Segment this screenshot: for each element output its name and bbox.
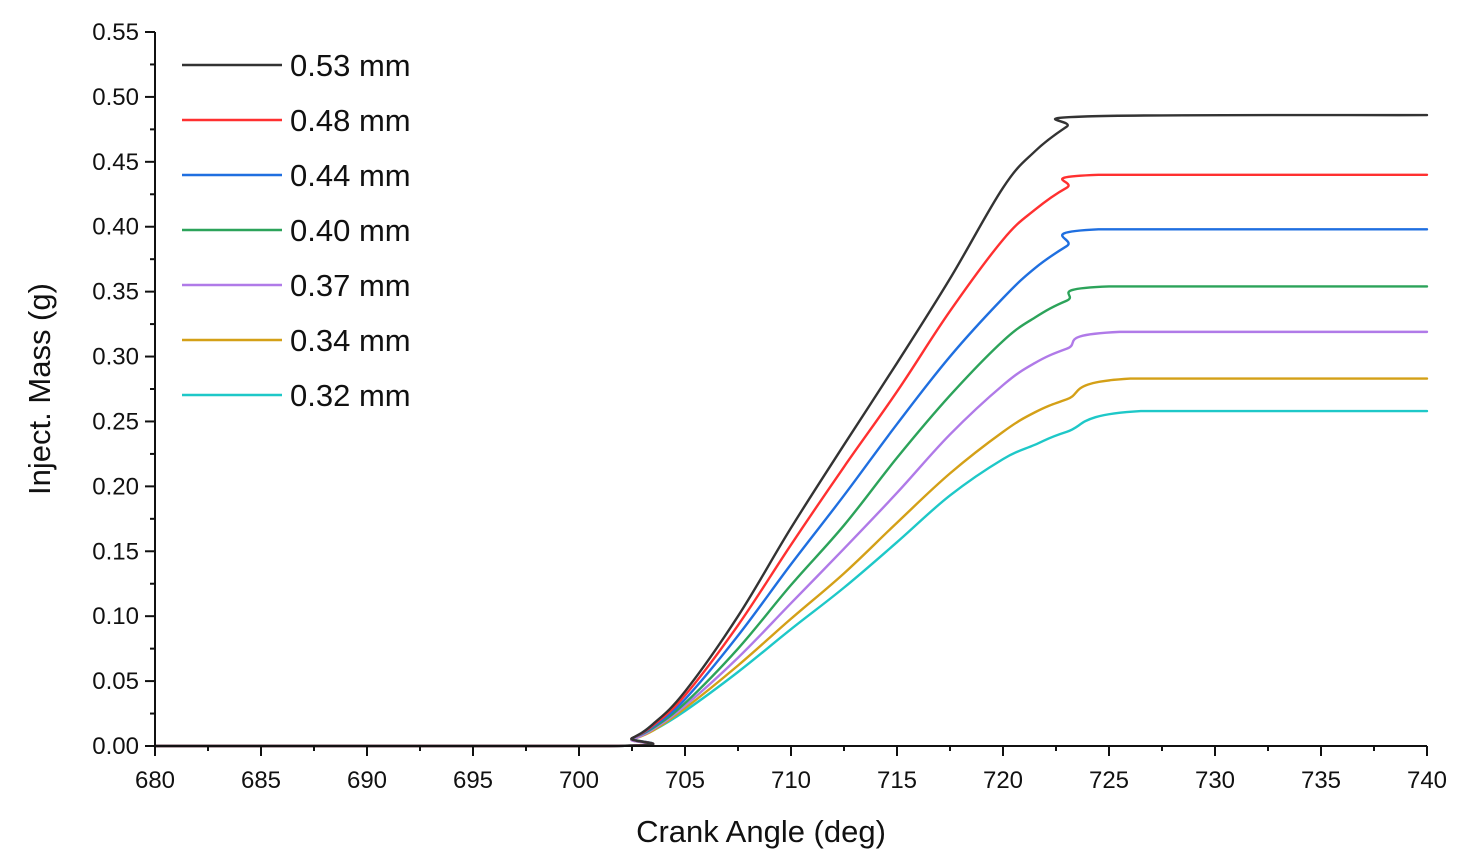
x-tick-label: 685 (241, 767, 281, 794)
legend: 0.53 mm 0.48 mm 0.44 mm 0.40 mm 0.37 mm 0.34 … (182, 48, 411, 413)
y-tick-label: 0.20 (92, 473, 139, 500)
x-tick-label: 700 (559, 767, 599, 794)
legend-label: 0.32 mm (290, 378, 411, 413)
y-tick-label: 0.35 (92, 279, 139, 306)
legend-label: 0.44 mm (290, 158, 411, 193)
ticks: 0.00 0.05 0.10 0.15 0.20 0.25 0.30 0.35 0.40 0.45… (92, 19, 1447, 794)
series-line-0-32-mm (153, 409, 1429, 748)
legend-label: 0.37 mm (290, 268, 411, 303)
series-layer (153, 113, 1429, 748)
y-tick-label: 0.00 (92, 733, 139, 760)
legend-label: 0.34 mm (290, 323, 411, 358)
y-tick-label: 0.25 (92, 408, 139, 435)
y-tick-label: 0.40 (92, 214, 139, 241)
y-tick-label: 0.30 (92, 344, 139, 371)
legend-label: 0.53 mm (290, 48, 411, 83)
series-line-0-44-mm (153, 228, 1429, 748)
x-tick-label: 715 (877, 767, 917, 794)
legend-label: 0.48 mm (290, 103, 411, 138)
x-tick-label: 735 (1301, 767, 1341, 794)
x-tick-label: 730 (1195, 767, 1235, 794)
x-tick-label: 680 (135, 767, 175, 794)
x-tick-label: 720 (983, 767, 1023, 794)
x-tick-label: 710 (771, 767, 811, 794)
y-axis-title: Inject. Mass (g) (22, 283, 57, 495)
x-axis-title: Crank Angle (deg) (636, 814, 886, 849)
legend-label: 0.40 mm (290, 213, 411, 248)
x-tick-label: 705 (665, 767, 705, 794)
x-tick-label: 695 (453, 767, 493, 794)
series-line-0-48-mm (153, 173, 1429, 748)
x-tick-label: 740 (1407, 767, 1447, 794)
series-line-0-53-mm (153, 113, 1429, 748)
y-tick-label: 0.05 (92, 668, 139, 695)
y-tick-label: 0.10 (92, 603, 139, 630)
x-tick-label: 690 (347, 767, 387, 794)
x-tick-label: 725 (1089, 767, 1129, 794)
y-tick-label: 0.15 (92, 538, 139, 565)
y-tick-label: 0.55 (92, 19, 139, 46)
y-tick-label: 0.45 (92, 149, 139, 176)
y-tick-label: 0.50 (92, 84, 139, 111)
